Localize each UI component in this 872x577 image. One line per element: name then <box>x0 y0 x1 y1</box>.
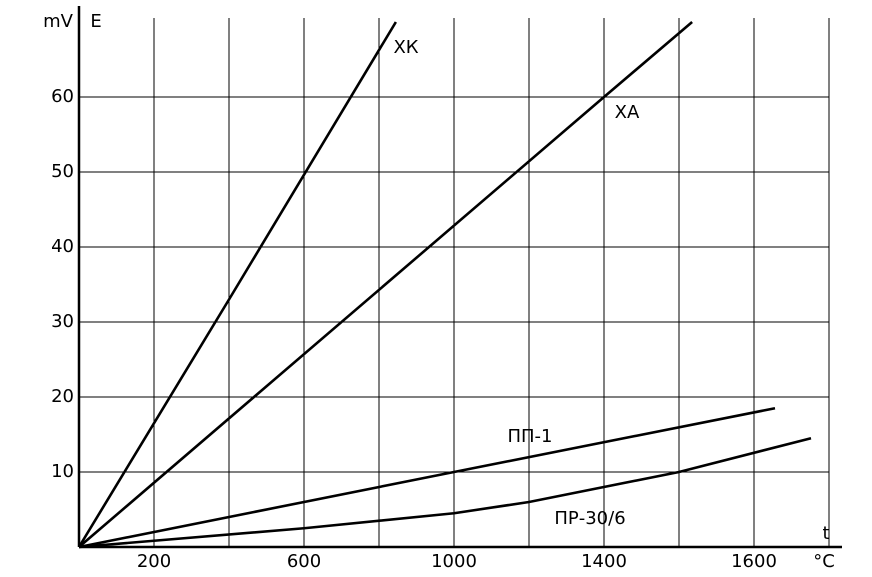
curve-label: ХА <box>615 102 640 123</box>
x-axis-label: t <box>822 523 829 544</box>
y-tick-label: 20 <box>51 386 74 407</box>
y-tick-label: 30 <box>51 311 74 332</box>
curve <box>78 21 693 548</box>
curve-label: ХК <box>393 37 418 58</box>
y-unit: mV <box>43 11 74 32</box>
y-tick-label: 60 <box>51 86 74 107</box>
curve-label: ПП-1 <box>507 426 552 447</box>
curve <box>78 406 776 549</box>
y-axis-label: E <box>90 11 101 32</box>
x-tick-label: 1000 <box>431 551 477 572</box>
x-tick-label: 1400 <box>581 551 627 572</box>
x-tick-label: 200 <box>137 551 171 572</box>
x-tick-label: 1600 <box>731 551 777 572</box>
y-tick-label: 40 <box>51 236 74 257</box>
curve-label: ПР-30/6 <box>554 508 625 529</box>
curve <box>78 436 812 549</box>
x-tick-label: 600 <box>287 551 321 572</box>
x-unit: °C <box>813 551 835 572</box>
y-tick-label: 50 <box>51 161 74 182</box>
curve <box>77 21 397 548</box>
y-tick-label: 10 <box>51 461 74 482</box>
